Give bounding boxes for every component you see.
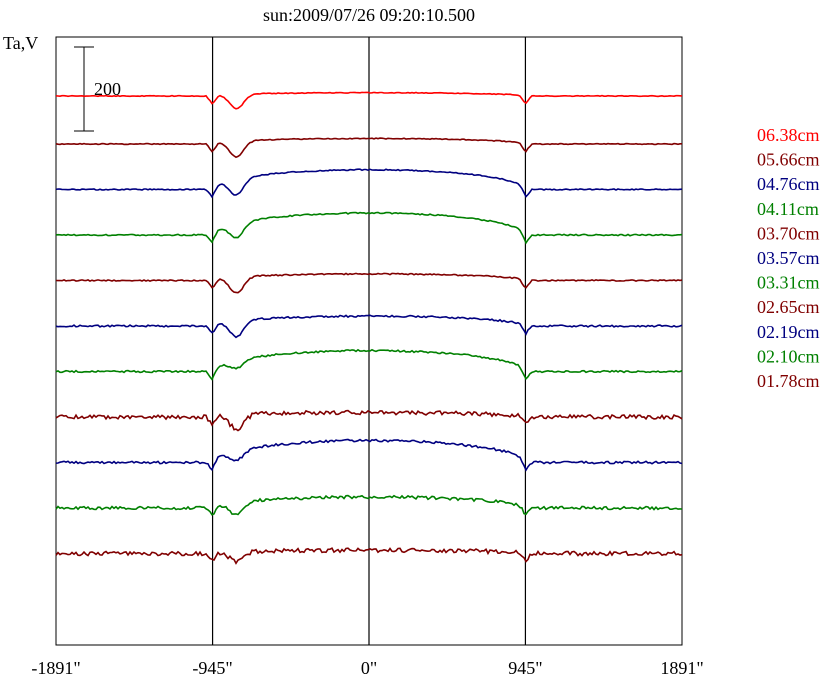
series-line-02.10cm bbox=[55, 494, 683, 516]
legend-entry: 02.10cm bbox=[757, 346, 820, 366]
legend-entry: 01.78cm bbox=[757, 371, 820, 391]
legend-entry: 03.31cm bbox=[757, 273, 820, 293]
y-axis-label: Ta,V bbox=[3, 33, 38, 53]
legend-entry: 02.65cm bbox=[757, 297, 820, 317]
series-line-02.19cm bbox=[55, 438, 683, 472]
series-line-04.76cm bbox=[55, 168, 683, 199]
legend-entry: 05.66cm bbox=[757, 150, 820, 170]
series-line-01.78cm bbox=[55, 547, 683, 565]
series-line-03.70cm bbox=[55, 272, 683, 294]
scale-bar: 200 bbox=[74, 46, 121, 132]
legend: 06.38cm 05.66cm 04.76cm 04.11cm 03.70cm 03.57… bbox=[757, 125, 820, 391]
series-line-04.11cm bbox=[55, 211, 683, 245]
series-line-03.57cm bbox=[55, 314, 683, 339]
series-traces bbox=[55, 91, 683, 565]
legend-entry: 04.76cm bbox=[757, 174, 820, 194]
series-line-05.66cm bbox=[55, 137, 682, 159]
chart-title: sun:2009/07/26 09:20:10.500 bbox=[263, 5, 475, 25]
series-line-06.38cm bbox=[55, 91, 683, 110]
legend-entry: 03.70cm bbox=[757, 223, 820, 243]
x-tick-label: -1891" bbox=[31, 658, 80, 678]
x-tick-label: 1891" bbox=[660, 658, 703, 678]
scale-bar-label: 200 bbox=[94, 79, 121, 99]
x-tick-labels: -1891" -945" 0" 945" 1891" bbox=[31, 658, 703, 678]
legend-entry: 02.19cm bbox=[757, 322, 820, 342]
legend-entry: 03.57cm bbox=[757, 248, 820, 268]
series-line-02.65cm bbox=[55, 409, 683, 432]
legend-entry: 04.11cm bbox=[757, 199, 819, 219]
series-line-03.31cm bbox=[55, 348, 683, 381]
x-tick-label: -945" bbox=[192, 658, 232, 678]
x-tick-label: 945" bbox=[508, 658, 542, 678]
reference-lines bbox=[211, 37, 527, 645]
x-tick-label: 0" bbox=[361, 658, 377, 678]
legend-entry: 06.38cm bbox=[757, 125, 820, 145]
